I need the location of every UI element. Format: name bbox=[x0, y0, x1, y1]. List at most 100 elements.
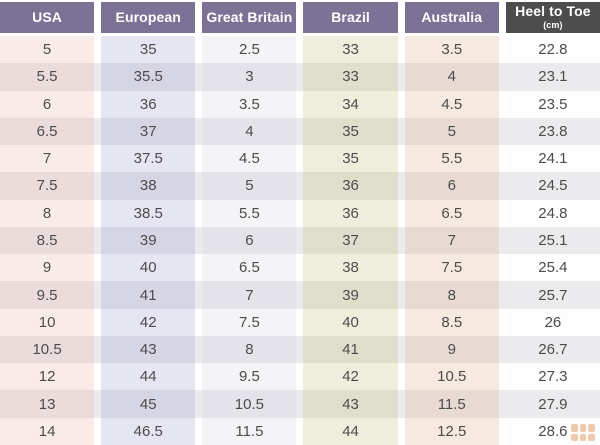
cell-australia-row-3: 4.5 bbox=[404, 90, 499, 118]
cell-european-row-11: 42 bbox=[101, 308, 196, 336]
cell-heel_to_toe-row-5: 24.1 bbox=[505, 145, 600, 173]
cell-european-row-2: 35.5 bbox=[101, 63, 196, 91]
cell-australia-row-2: 4 bbox=[404, 63, 499, 91]
cell-great_britain-row-6: 5 bbox=[202, 172, 297, 200]
cell-brazil-row-9: 38 bbox=[303, 254, 398, 282]
cell-brazil-row-12: 41 bbox=[303, 335, 398, 364]
header-cell-australia: Australia bbox=[404, 2, 499, 33]
cell-heel_to_toe-row-1: 22.8 bbox=[505, 36, 600, 64]
header-cell-brazil: Brazil bbox=[303, 2, 398, 33]
cell-australia-row-8: 7 bbox=[404, 226, 499, 255]
cell-european-row-12: 43 bbox=[101, 335, 196, 364]
cell-heel_to_toe-row-10: 25.7 bbox=[505, 281, 600, 309]
cell-heel_to_toe-row-6: 24.5 bbox=[505, 172, 600, 200]
cell-australia-row-6: 6 bbox=[404, 172, 499, 200]
table-row: 5.5 35.5 3 33 4 23.1 bbox=[0, 63, 600, 91]
cell-australia-row-10: 8 bbox=[404, 281, 499, 309]
cell-brazil-row-11: 40 bbox=[303, 308, 398, 336]
table-row: 10 42 7.5 40 8.5 26 bbox=[0, 308, 600, 336]
cell-brazil-row-15: 44 bbox=[303, 417, 398, 445]
header-label-great-britain: Great Britain bbox=[206, 8, 293, 25]
cell-heel_to_toe-row-9: 25.4 bbox=[505, 254, 600, 282]
cell-usa-row-6: 7.5 bbox=[0, 172, 95, 200]
table-row: 8 38.5 5.5 36 6.5 24.8 bbox=[0, 199, 600, 227]
cell-brazil-row-10: 39 bbox=[303, 281, 398, 309]
cell-great_britain-row-2: 3 bbox=[202, 63, 297, 91]
cell-european-row-9: 40 bbox=[101, 254, 196, 282]
cell-brazil-row-5: 35 bbox=[303, 145, 398, 173]
cell-brazil-row-14: 43 bbox=[303, 390, 398, 418]
table-row: 7.5 38 5 36 6 24.5 bbox=[0, 172, 600, 200]
cell-australia-row-9: 7.5 bbox=[404, 254, 499, 282]
table-header: USA European Great Britain Brazil Austra… bbox=[0, 2, 600, 33]
table-row: 6 36 3.5 34 4.5 23.5 bbox=[0, 90, 600, 118]
cell-australia-row-15: 12.5 bbox=[404, 417, 499, 445]
cell-great_britain-row-12: 8 bbox=[202, 335, 297, 364]
cell-european-row-4: 37 bbox=[101, 117, 196, 146]
cell-usa-row-4: 6.5 bbox=[0, 117, 95, 146]
cell-european-row-15: 46.5 bbox=[101, 417, 196, 445]
cell-european-row-3: 36 bbox=[101, 90, 196, 118]
cell-heel_to_toe-row-11: 26 bbox=[505, 308, 600, 336]
cell-european-row-8: 39 bbox=[101, 226, 196, 255]
header-label-heel-to-toe: Heel to Toe bbox=[515, 3, 591, 20]
cell-brazil-row-6: 36 bbox=[303, 172, 398, 200]
header-cell-great-britain: Great Britain bbox=[202, 2, 297, 33]
cell-brazil-row-13: 42 bbox=[303, 363, 398, 391]
header-label-australia: Australia bbox=[421, 8, 483, 25]
table-row: 9 40 6.5 38 7.5 25.4 bbox=[0, 254, 600, 282]
cell-great_britain-row-4: 4 bbox=[202, 117, 297, 146]
cell-australia-row-4: 5 bbox=[404, 117, 499, 146]
cell-brazil-row-2: 33 bbox=[303, 63, 398, 91]
cell-european-row-6: 38 bbox=[101, 172, 196, 200]
table-row: 7 37.5 4.5 35 5.5 24.1 bbox=[0, 145, 600, 173]
cell-great_britain-row-7: 5.5 bbox=[202, 199, 297, 227]
cell-heel_to_toe-row-7: 24.8 bbox=[505, 199, 600, 227]
cell-australia-row-1: 3.5 bbox=[404, 36, 499, 64]
cell-heel_to_toe-row-2: 23.1 bbox=[505, 63, 600, 91]
cell-australia-row-5: 5.5 bbox=[404, 145, 499, 173]
cell-great_britain-row-8: 6 bbox=[202, 226, 297, 255]
cell-usa-row-13: 12 bbox=[0, 363, 95, 391]
cell-brazil-row-8: 37 bbox=[303, 226, 398, 255]
cell-heel_to_toe-row-8: 25.1 bbox=[505, 226, 600, 255]
header-label-european: European bbox=[115, 8, 181, 25]
cell-australia-row-12: 9 bbox=[404, 335, 499, 364]
header-sublabel-cm: (cm) bbox=[543, 19, 563, 30]
cell-great_britain-row-13: 9.5 bbox=[202, 363, 297, 391]
cell-great_britain-row-9: 6.5 bbox=[202, 254, 297, 282]
cell-brazil-row-1: 33 bbox=[303, 36, 398, 64]
cell-european-row-5: 37.5 bbox=[101, 145, 196, 173]
cell-great_britain-row-14: 10.5 bbox=[202, 390, 297, 418]
cell-usa-row-12: 10.5 bbox=[0, 335, 95, 364]
cell-usa-row-9: 9 bbox=[0, 254, 95, 282]
table-row: 14 46.5 11.5 44 12.5 28.6 bbox=[0, 417, 600, 445]
cell-european-row-13: 44 bbox=[101, 363, 196, 391]
table-row: 12 44 9.5 42 10.5 27.3 bbox=[0, 363, 600, 391]
cell-brazil-row-7: 36 bbox=[303, 199, 398, 227]
cell-great_britain-row-15: 11.5 bbox=[202, 417, 297, 445]
cell-great_britain-row-1: 2.5 bbox=[202, 36, 297, 64]
cell-great_britain-row-10: 7 bbox=[202, 281, 297, 309]
cell-european-row-7: 38.5 bbox=[101, 199, 196, 227]
cell-australia-row-7: 6.5 bbox=[404, 199, 499, 227]
cell-usa-row-14: 13 bbox=[0, 390, 95, 418]
table-row: 13 45 10.5 43 11.5 27.9 bbox=[0, 390, 600, 418]
cell-usa-row-1: 5 bbox=[0, 36, 95, 64]
cell-usa-row-15: 14 bbox=[0, 417, 95, 445]
grid-logo-icon bbox=[571, 424, 595, 441]
cell-brazil-row-4: 35 bbox=[303, 117, 398, 146]
cell-heel_to_toe-row-12: 26.7 bbox=[505, 335, 600, 364]
cell-usa-row-10: 9.5 bbox=[0, 281, 95, 309]
cell-usa-row-3: 6 bbox=[0, 90, 95, 118]
cell-usa-row-7: 8 bbox=[0, 199, 95, 227]
cell-great_britain-row-5: 4.5 bbox=[202, 145, 297, 173]
cell-usa-row-11: 10 bbox=[0, 308, 95, 336]
cell-usa-row-2: 5.5 bbox=[0, 63, 95, 91]
header-cell-european: European bbox=[101, 2, 196, 33]
cell-heel_to_toe-row-4: 23.8 bbox=[505, 117, 600, 146]
header-cell-heel-to-toe: Heel to Toe (cm) bbox=[505, 2, 600, 33]
cell-european-row-10: 41 bbox=[101, 281, 196, 309]
table-row: 5 35 2.5 33 3.5 22.8 bbox=[0, 36, 600, 64]
